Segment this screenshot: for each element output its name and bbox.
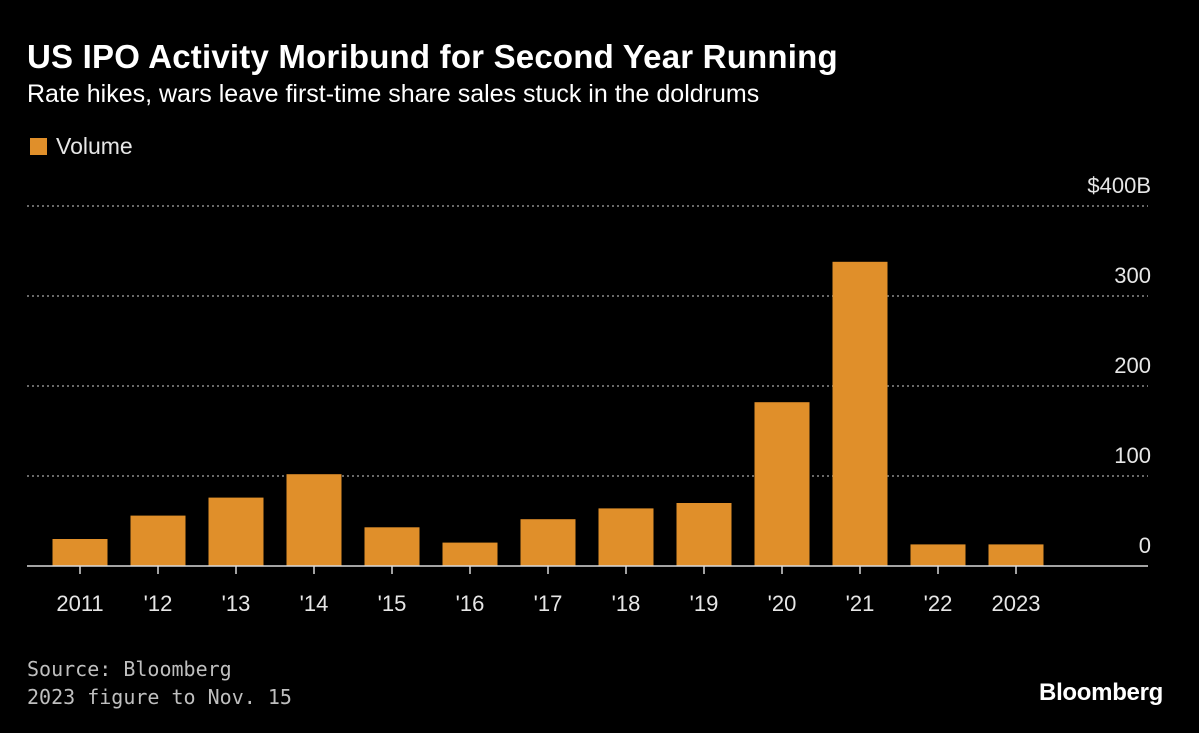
- bar: [754, 402, 810, 566]
- x-tick-label: 2011: [56, 591, 103, 616]
- bar: [130, 515, 186, 566]
- legend-swatch: [30, 138, 47, 155]
- x-tick-label: '19: [690, 591, 719, 616]
- x-tick-label: '14: [300, 591, 329, 616]
- chart-title: US IPO Activity Moribund for Second Year…: [27, 38, 838, 75]
- x-tick-label: 2023: [992, 591, 1041, 616]
- source-note: Source: Bloomberg 2023 figure to Nov. 15: [27, 655, 292, 711]
- bar: [286, 474, 342, 566]
- footnote-text: 2023 figure to Nov. 15: [27, 685, 292, 709]
- legend: Volume: [30, 133, 133, 160]
- x-tick-label: '16: [456, 591, 485, 616]
- y-tick-label: 100: [1114, 443, 1151, 468]
- x-tick-label: '12: [144, 591, 173, 616]
- bar: [832, 261, 888, 566]
- y-tick-label: $400B: [1087, 173, 1151, 198]
- x-tick-label: '21: [846, 591, 875, 616]
- x-tick-label: '17: [534, 591, 563, 616]
- x-tick-label: '18: [612, 591, 641, 616]
- bar: [364, 527, 420, 566]
- bar: [988, 544, 1044, 566]
- bar: [676, 503, 732, 566]
- bloomberg-logo: Bloomberg: [1039, 679, 1163, 706]
- bar: [520, 519, 576, 566]
- bar: [598, 508, 654, 566]
- y-tick-label: 0: [1139, 533, 1151, 558]
- bar: [52, 539, 108, 566]
- x-tick-label: '13: [222, 591, 251, 616]
- source-text: Source: Bloomberg: [27, 657, 232, 681]
- y-tick-label: 300: [1114, 263, 1151, 288]
- x-tick-label: '15: [378, 591, 407, 616]
- bar: [442, 542, 498, 566]
- chart-subtitle: Rate hikes, wars leave first-time share …: [27, 80, 760, 108]
- legend-label: Volume: [56, 133, 133, 159]
- x-tick-label: '20: [768, 591, 797, 616]
- bar: [910, 544, 966, 566]
- x-tick-label: '22: [924, 591, 953, 616]
- bar: [208, 497, 264, 566]
- y-tick-label: 200: [1114, 353, 1151, 378]
